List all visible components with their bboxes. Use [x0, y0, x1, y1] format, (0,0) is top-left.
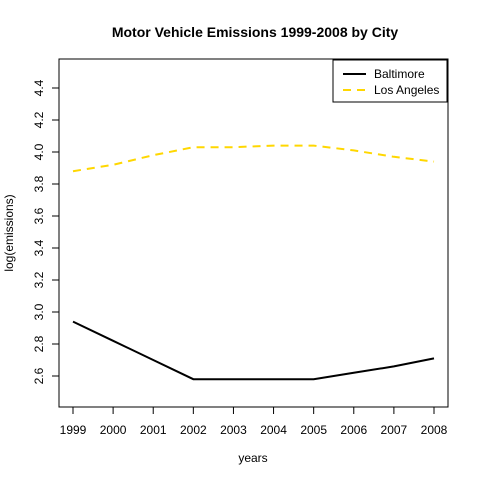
y-axis-label: log(emissions) — [2, 194, 16, 271]
y-axis: 2.6 2.8 3.0 3.2 3.4 3.6 3.8 4.0 4.2 4.4 — [32, 79, 59, 384]
x-tick-label: 2001 — [140, 423, 167, 437]
legend-label-baltimore: Baltimore — [374, 67, 425, 81]
legend: Baltimore Los Angeles — [332, 59, 448, 103]
legend-box — [332, 59, 448, 103]
x-tick-label: 2003 — [220, 423, 247, 437]
y-tick-label: 3.6 — [32, 207, 46, 224]
x-tick-label: 1999 — [60, 423, 87, 437]
series-layer — [72, 144, 435, 381]
y-tick-label: 4.4 — [32, 79, 46, 96]
y-tick-label: 4.0 — [32, 143, 46, 160]
y-tick-label: 4.2 — [32, 111, 46, 128]
x-tick-label: 2006 — [340, 423, 367, 437]
plot-area-frame — [58, 58, 449, 408]
series-line-baltimore — [72, 320, 435, 381]
y-tick-label: 3.8 — [32, 175, 46, 192]
y-tick-label: 2.8 — [32, 335, 46, 352]
x-axis-label: years — [238, 451, 267, 465]
x-tick-label: 2007 — [381, 423, 408, 437]
y-tick-label: 3.0 — [32, 303, 46, 320]
x-tick-label: 2008 — [421, 423, 448, 437]
x-tick-label: 2000 — [100, 423, 127, 437]
chart-title: Motor Vehicle Emissions 1999-2008 by Cit… — [112, 24, 399, 40]
x-tick-label: 2004 — [260, 423, 287, 437]
series-line-los-angeles — [72, 144, 435, 173]
y-tick-label: 3.4 — [32, 239, 46, 256]
x-tick-label: 2002 — [180, 423, 207, 437]
y-tick-label: 2.6 — [32, 367, 46, 384]
x-axis: 1999 2000 2001 2002 2003 2004 2005 2006 2007 2008 — [60, 407, 448, 437]
x-tick-label: 2005 — [300, 423, 327, 437]
legend-label-los-angeles: Los Angeles — [374, 83, 439, 97]
y-tick-label: 3.2 — [32, 271, 46, 288]
